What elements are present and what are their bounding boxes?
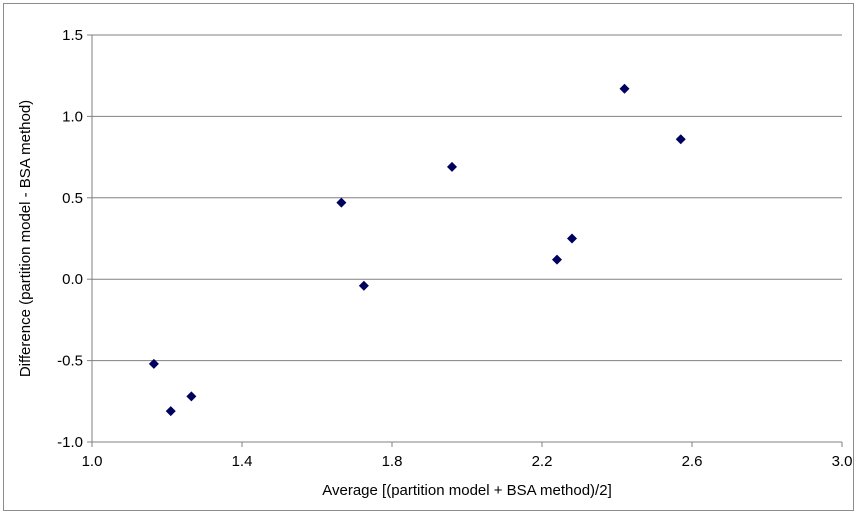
- y-tick-labels: -1.0 -0.5 0.0 0.5 1.0 1.5: [57, 27, 83, 451]
- data-points: [148, 83, 686, 417]
- data-point: [358, 280, 369, 291]
- chart-frame: 1.0 1.4 1.8 2.2 2.6 3.0 -1.0 -0.5 0.0 0.5 1.0 1.5 …: [3, 3, 854, 511]
- y-tick-label: -1.0: [57, 434, 83, 451]
- x-tick-label: 2.2: [532, 453, 553, 470]
- y-tick-label: 0.5: [62, 190, 83, 207]
- x-tick-labels: 1.0 1.4 1.8 2.2 2.6 3.0: [82, 453, 853, 470]
- data-point: [619, 83, 630, 94]
- x-tick-label: 1.4: [232, 453, 253, 470]
- y-tick-label: 0.0: [62, 271, 83, 288]
- data-point: [567, 233, 577, 244]
- y-tick-label: -0.5: [57, 353, 83, 370]
- y-tick-label: 1.0: [62, 108, 83, 125]
- axes: [87, 34, 843, 447]
- x-tick-label: 3.0: [832, 453, 853, 470]
- x-tick-label: 1.8: [382, 453, 403, 470]
- gridlines: [92, 34, 842, 362]
- x-axis-label: Average [(partition model + BSA method)/…: [322, 482, 611, 499]
- data-point: [447, 161, 457, 172]
- y-axis-label: Difference (partition model - BSA method…: [17, 100, 34, 377]
- data-point: [336, 197, 347, 208]
- y-tick-label: 1.5: [62, 27, 83, 44]
- scatter-chart: 1.0 1.4 1.8 2.2 2.6 3.0 -1.0-0.50.00.51.01.5 …: [17, 27, 853, 499]
- x-tick-label: 1.0: [82, 453, 103, 470]
- data-point: [552, 254, 562, 265]
- data-point: [186, 391, 197, 402]
- data-point: [165, 406, 176, 417]
- x-tick-label: 2.6: [682, 453, 703, 470]
- data-point: [675, 134, 686, 145]
- data-point: [148, 358, 159, 369]
